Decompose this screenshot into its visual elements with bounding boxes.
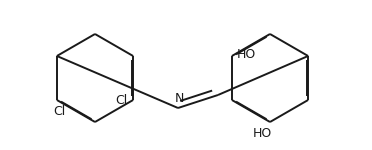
Text: HO: HO (237, 48, 256, 60)
Text: N: N (174, 92, 184, 105)
Text: Cl: Cl (115, 93, 127, 106)
Text: Cl: Cl (53, 105, 65, 118)
Text: HO: HO (252, 127, 272, 140)
